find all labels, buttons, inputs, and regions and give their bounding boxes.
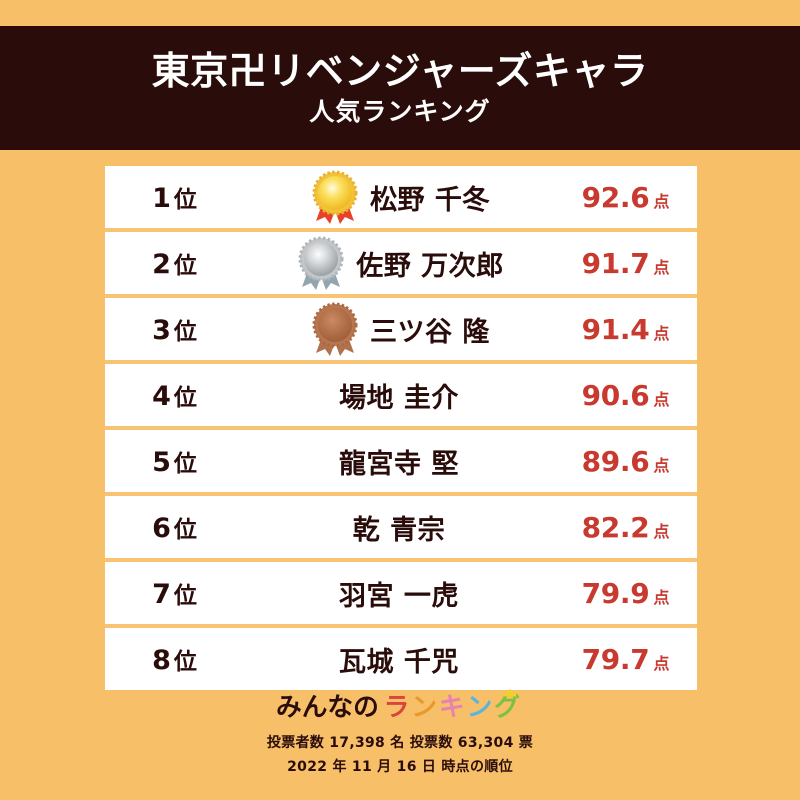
logo-char-n1: ン (411, 693, 437, 723)
score-cell: 91.4 点 (554, 294, 697, 362)
rank-number: 7 (152, 579, 171, 610)
page-title: 東京卍リベンジャーズキャラ (151, 48, 649, 93)
rank-suffix: 位 (173, 385, 197, 411)
character-name: 場地 圭介 (339, 382, 459, 414)
rank-number: 5 (152, 447, 171, 478)
rank-suffix: 位 (173, 187, 197, 213)
score-value: 91.4 (581, 312, 650, 346)
score-unit: 点 (653, 455, 670, 475)
character-name: 羽宮 一虎 (339, 580, 459, 612)
name-cell: 三ツ谷 隆 (243, 294, 555, 362)
page-subtitle: 人気ランキング (309, 97, 491, 127)
character-name: 佐野 万次郎 (356, 250, 504, 282)
score-value: 91.7 (581, 246, 650, 280)
rank-suffix: 位 (173, 451, 197, 477)
character-name: 松野 千冬 (370, 184, 490, 216)
name-cell: 羽宮 一虎 (243, 558, 555, 626)
name-cell: 龍宮寺 堅 (243, 426, 555, 494)
rank-number: 1 (152, 183, 171, 214)
logo-char-n2: ン (467, 693, 493, 723)
score-cell: 82.2 点 (554, 492, 697, 560)
score-cell: 91.7 点 (554, 228, 697, 296)
rank-number: 3 (152, 315, 171, 346)
name-cell: 瓦城 千咒 (243, 624, 555, 690)
rank-number: 6 (152, 513, 171, 544)
header-band: 東京卍リベンジャーズキャラ 人気ランキング (0, 26, 800, 150)
score-value: 82.2 (581, 510, 650, 544)
character-name: 乾 青宗 (352, 514, 446, 546)
name-cell: 乾 青宗 (243, 492, 555, 560)
score-value: 79.7 (581, 642, 650, 676)
score-unit: 点 (653, 587, 670, 607)
score-cell: 79.7 点 (554, 624, 697, 690)
crown-icon (502, 688, 518, 697)
rank-suffix: 位 (173, 517, 197, 543)
vote-stats: 投票者数 17,398 名 投票数 63,304 票 (266, 735, 534, 751)
logo-char-ra: ラ (384, 693, 410, 723)
rank-suffix: 位 (173, 253, 197, 279)
ranking-date: 2022 年 11 月 16 日 時点の順位 (287, 759, 513, 776)
character-name: 瓦城 千咒 (339, 646, 459, 678)
rank-number: 2 (152, 249, 171, 280)
score-unit: 点 (653, 257, 670, 277)
footer: みんなの ラ ン キ ン グ 投票者数 17,398 名 投票数 63,304 … (0, 686, 800, 776)
score-unit: 点 (653, 191, 670, 211)
name-cell: 場地 圭介 (243, 360, 555, 428)
score-cell: 90.6 点 (554, 360, 697, 428)
rank-suffix: 位 (173, 583, 197, 609)
logo-char-gu: グ (494, 693, 520, 723)
score-value: 89.6 (581, 444, 650, 478)
score-unit: 点 (653, 653, 670, 673)
gold-medal-icon (312, 170, 358, 224)
name-cell: 佐野 万次郎 (243, 228, 555, 296)
rank-suffix: 位 (173, 319, 197, 345)
minna-no-ranking-logo[interactable]: みんなの ラ ン キ ン グ (276, 686, 524, 726)
rank-suffix: 位 (173, 649, 197, 675)
character-name: 龍宮寺 堅 (339, 448, 459, 480)
score-value: 79.9 (581, 576, 650, 610)
score-value: 92.6 (581, 180, 650, 214)
rank-number: 4 (152, 381, 171, 412)
score-cell: 92.6 点 (554, 166, 697, 230)
score-cell: 79.9 点 (554, 558, 697, 626)
logo-char-ki: キ (439, 693, 465, 723)
silver-medal-icon (298, 236, 344, 290)
score-unit: 点 (653, 389, 670, 409)
rank-number: 8 (152, 645, 171, 676)
score-unit: 点 (653, 521, 670, 541)
character-name: 三ツ谷 隆 (370, 316, 490, 348)
logo-dark-text: みんなの (276, 693, 379, 723)
score-value: 90.6 (581, 378, 650, 412)
bronze-medal-icon (312, 302, 358, 356)
name-cell: 松野 千冬 (243, 166, 555, 230)
score-cell: 89.6 点 (554, 426, 697, 494)
score-unit: 点 (653, 323, 670, 343)
